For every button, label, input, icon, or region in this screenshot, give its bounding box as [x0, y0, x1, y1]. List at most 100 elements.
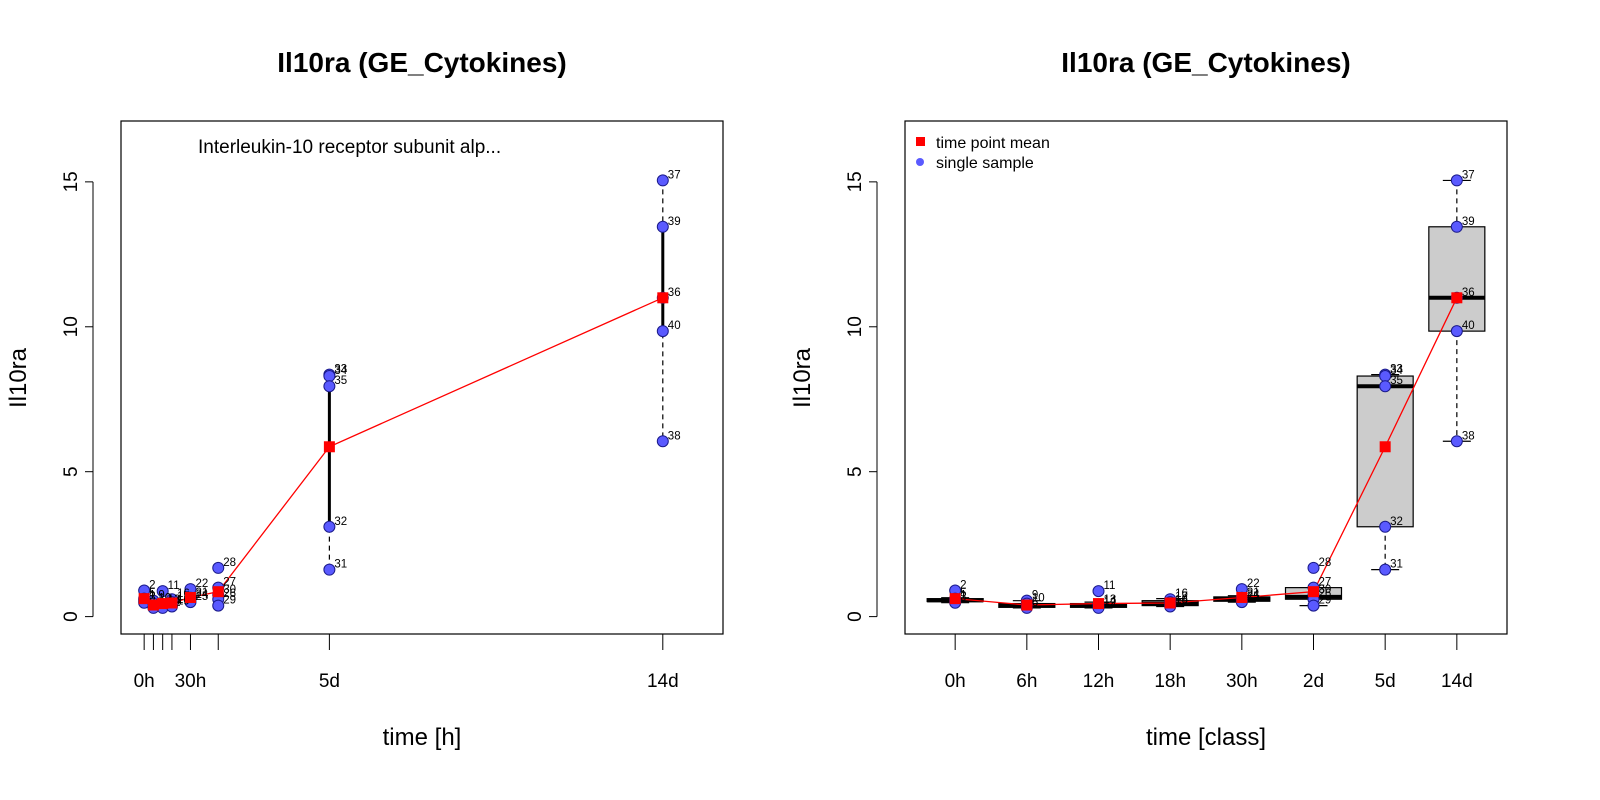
- sample-label: 5: [149, 588, 155, 600]
- sample-label: 21: [195, 587, 208, 599]
- sample-label: 24: [195, 589, 208, 601]
- legend-mean-label: time point mean: [936, 135, 1050, 152]
- x-tick-label: 0h: [134, 671, 155, 692]
- sample-label: 26: [1319, 588, 1332, 600]
- mean-point: [147, 599, 159, 611]
- sample-point: [656, 325, 669, 338]
- sample-label: 5: [960, 588, 966, 600]
- sample-label: 10: [1032, 593, 1045, 605]
- sample-label: 35: [334, 375, 347, 387]
- sample-point: [212, 599, 225, 612]
- mean-point: [949, 593, 961, 605]
- left-y-axis-label: Il10ra: [5, 347, 32, 408]
- x-tick-label: 30h: [175, 671, 207, 692]
- mean-point: [1093, 598, 1104, 610]
- sample-point: [212, 561, 225, 574]
- sample-point: [1379, 520, 1392, 533]
- sample-label: 38: [1462, 430, 1475, 442]
- sample-label: 34: [1390, 365, 1403, 377]
- sample-label: 3: [149, 592, 155, 604]
- sample-label: 28: [1319, 557, 1332, 569]
- mean-point: [166, 597, 178, 609]
- y-tick-label: 0: [845, 611, 866, 622]
- sample-label: 6: [1032, 597, 1038, 609]
- sample-label: 39: [668, 216, 681, 228]
- left-plot-content: 0510150h30h5d14d251391061113141216171819…: [61, 169, 681, 692]
- x-tick-label: 0h: [945, 671, 966, 692]
- y-tick-label: 15: [61, 171, 82, 192]
- mean-point: [1021, 599, 1033, 611]
- sample-point: [323, 380, 336, 393]
- mean-point: [1308, 586, 1319, 598]
- sample-label: 32: [334, 516, 347, 528]
- sample-label: 33: [334, 364, 347, 376]
- x-tick-label: 30h: [1226, 671, 1258, 692]
- mean-line: [143, 297, 664, 606]
- sample-label: 30: [1319, 584, 1332, 596]
- sample-label: 14: [1104, 595, 1117, 607]
- sample-label: 32: [1390, 516, 1403, 528]
- legend-mean-marker: [916, 137, 925, 146]
- sample-point: [656, 174, 669, 187]
- mean-point: [1164, 597, 1176, 609]
- y-tick-label: 10: [61, 316, 82, 337]
- x-tick-label: 14d: [647, 671, 679, 692]
- sample-point: [323, 370, 336, 383]
- time-plot-panel: Il10ra (GE_Cytokines) time [h] Il10ra In…: [5, 47, 724, 751]
- sample-label: 31: [1390, 559, 1403, 571]
- mean-point: [1236, 591, 1248, 603]
- left-chart-title: Il10ra (GE_Cytokines): [277, 47, 566, 78]
- sample-point: [1450, 174, 1463, 187]
- sample-label: 40: [668, 320, 681, 332]
- sample-label: 2: [149, 580, 155, 592]
- legend-sample-label: single sample: [936, 155, 1034, 172]
- y-tick-label: 0: [61, 611, 82, 622]
- x-tick-label: 5d: [319, 671, 340, 692]
- sample-label: 38: [668, 430, 681, 442]
- sample-label: 9: [158, 590, 164, 602]
- mean-point: [184, 591, 196, 603]
- x-tick-label: 5d: [1375, 671, 1396, 692]
- sample-label: 22: [1247, 578, 1260, 590]
- sample-point: [1092, 585, 1105, 598]
- sample-label: 27: [1319, 577, 1332, 589]
- sample-label: 28: [223, 557, 236, 569]
- sample-point: [656, 435, 669, 448]
- right-chart-title: Il10ra (GE_Cytokines): [1061, 47, 1350, 78]
- sample-label: 33: [1390, 364, 1403, 376]
- sample-point: [1450, 325, 1463, 338]
- sample-label: 22: [195, 578, 208, 590]
- class-boxplot-panel: Il10ra (GE_Cytokines) time [class] Il10r…: [789, 47, 1508, 751]
- sample-point: [323, 520, 336, 533]
- sample-label: 40: [1462, 320, 1475, 332]
- y-tick-label: 15: [845, 171, 866, 192]
- sample-label: 17: [1175, 591, 1188, 603]
- left-plot-frame: [120, 120, 724, 635]
- sample-label: 16: [1175, 588, 1188, 600]
- sample-point: [1450, 435, 1463, 448]
- sample-point: [323, 563, 336, 576]
- sample-label: 36: [1462, 287, 1475, 299]
- sample-label: 24: [1247, 589, 1260, 601]
- sample-label: 37: [668, 169, 681, 181]
- sample-label: 18: [1175, 594, 1188, 606]
- sample-label: 26: [223, 588, 236, 600]
- x-tick-label: 12h: [1083, 671, 1115, 692]
- sample-label: 39: [1462, 216, 1475, 228]
- y-tick-label: 5: [61, 466, 82, 477]
- sample-label: 31: [334, 559, 347, 571]
- sample-label: 12: [1104, 597, 1117, 609]
- mean-point: [1451, 292, 1463, 304]
- x-tick-label: 6h: [1016, 671, 1037, 692]
- mean-point: [657, 292, 669, 304]
- mean-line: [955, 297, 1458, 606]
- sample-label: 30: [223, 584, 236, 596]
- mean-point: [157, 598, 169, 610]
- sample-label: 1: [960, 590, 966, 602]
- mean-point: [1379, 441, 1391, 453]
- sample-label: 21: [1247, 587, 1260, 599]
- x-tick-label: 18h: [1154, 671, 1186, 692]
- sample-label: 11: [168, 580, 180, 592]
